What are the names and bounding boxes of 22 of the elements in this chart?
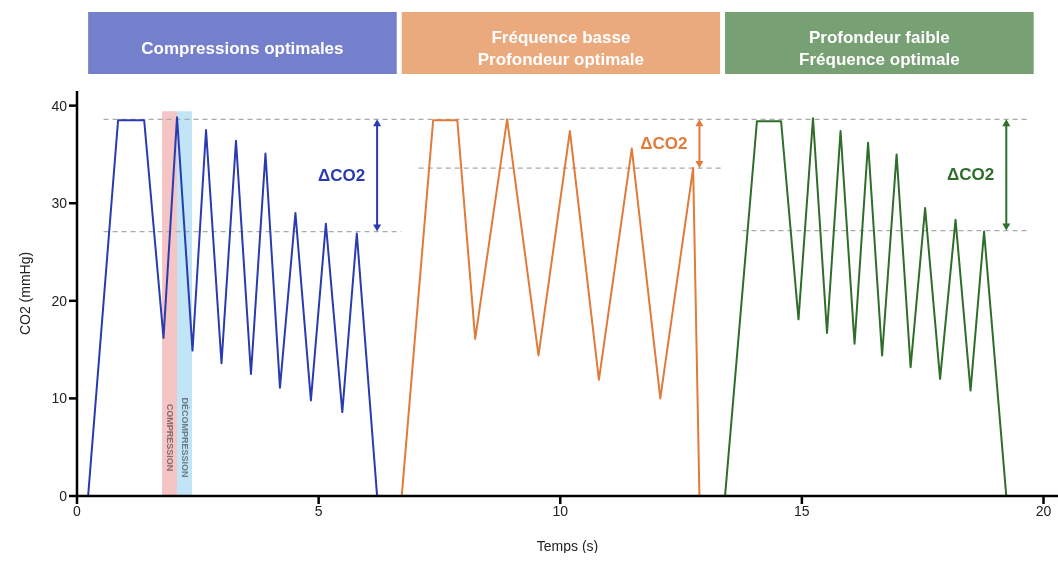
x-tick-label: 15	[794, 502, 810, 519]
y-axis-title: CO2 (mmHg)	[16, 251, 33, 336]
band-label: COMPRESSION	[164, 403, 175, 472]
band-label: DÉCOMPRESSION	[179, 397, 190, 478]
annotation: ΔCO2	[640, 134, 688, 154]
y-tick-label: 10	[51, 390, 68, 407]
y-tick-label: 0	[59, 487, 68, 504]
annotation: ΔCO2	[947, 165, 995, 185]
text: Fréquence basse Profondeur optimale	[477, 28, 645, 69]
line-series	[724, 117, 1008, 496]
y-tick-label: 40	[51, 97, 68, 114]
annotation: ΔCO2	[317, 165, 366, 185]
y-tick-label: 20	[51, 292, 68, 309]
x-tick-label: 0	[73, 502, 82, 519]
x-tick-label: 5	[314, 502, 323, 519]
y-tick-label: 30	[51, 195, 68, 212]
x-tick-label: 10	[552, 502, 569, 519]
x-axis-title: Temps (s)	[536, 538, 599, 554]
text: Compressions optimales	[141, 39, 344, 58]
line-series	[87, 116, 379, 496]
text: Profondeur faible Fréquence optimale	[799, 28, 960, 69]
x-tick-label: 20	[1035, 502, 1052, 519]
